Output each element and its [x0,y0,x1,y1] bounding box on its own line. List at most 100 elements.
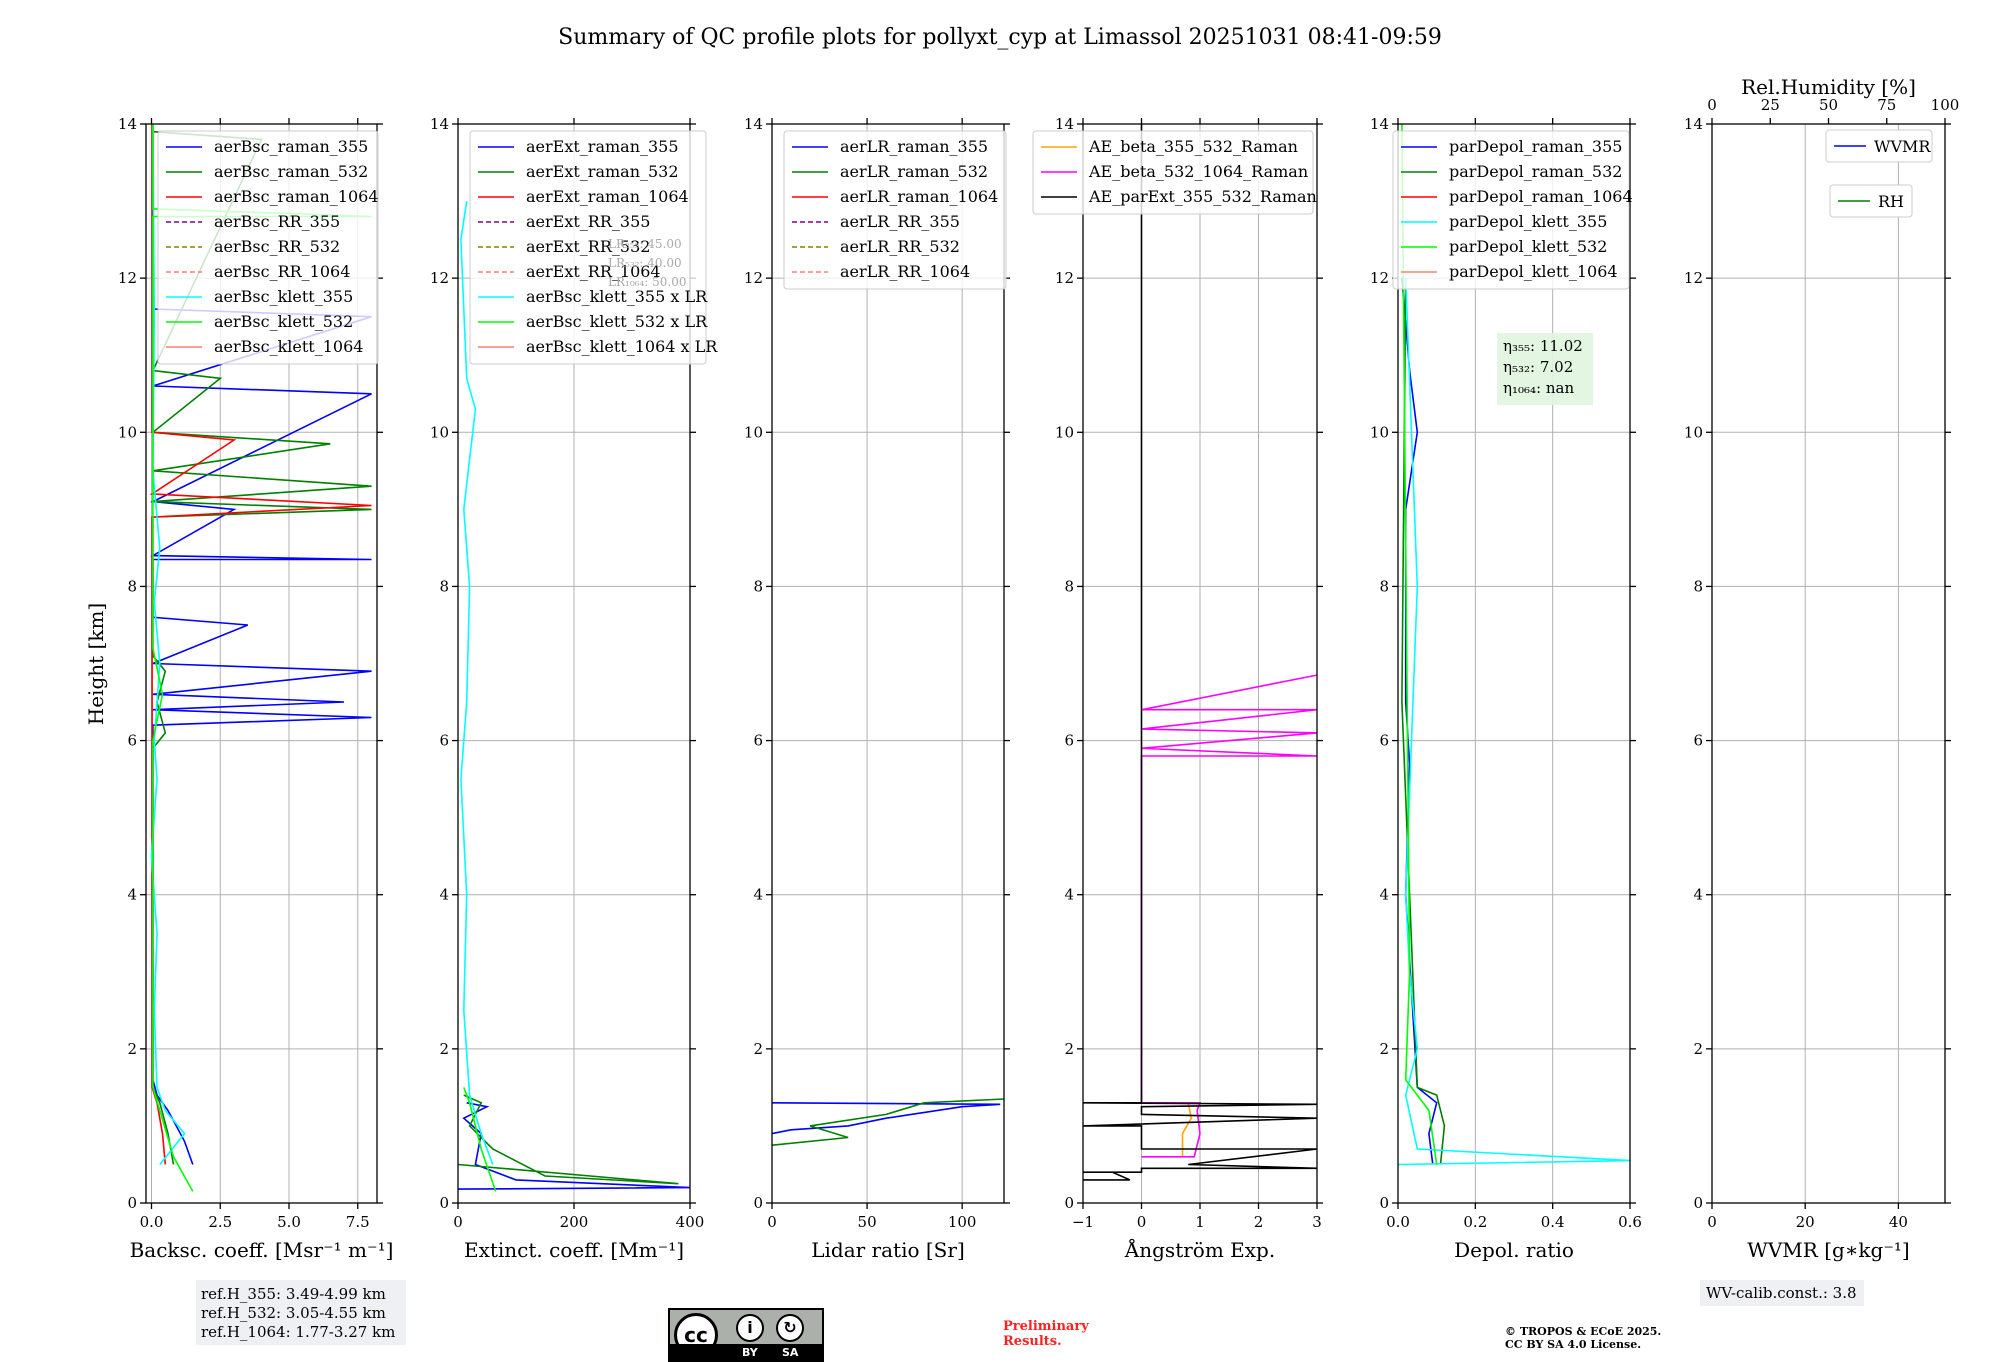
x-tick-label: −1 [1072,1213,1094,1231]
y-tick-label: 12 [1055,269,1074,287]
y-tick-label: 8 [753,577,763,595]
axes-frame [771,123,1005,1204]
y-tick-label: 4 [439,886,449,904]
sa-label: SA [782,1346,799,1359]
cc-by-sa-badge: cc i ↻ BY SA [668,1308,824,1362]
lr-note: LR₃₅₅: 45.00 [608,237,682,251]
y-tick-label: 0 [1064,1194,1074,1212]
legend-label: parDepol_klett_532 [1449,237,1607,256]
legend-label: parDepol_klett_355 [1449,212,1607,231]
series-aerBsc_klett_355 [150,124,186,1165]
legend-label: aerBsc_klett_1064 [214,337,363,356]
x-tick-label: 50 [858,1213,877,1231]
wv-calib-box: WV-calib.const.: 3.8 [1700,1280,1864,1306]
y-tick-label: 12 [430,269,449,287]
y-tick-label: 2 [1379,1040,1389,1058]
y-tick-label: 0 [1693,1194,1703,1212]
x-tick-label: 1 [1195,1213,1205,1231]
panel-2: 0 2 4 6 8 10 12 14 0 200 400 Extinct. coeff. [Mm⁻¹]… [430,115,718,1262]
y-tick-label: 4 [127,886,137,904]
y-tick-label: 0 [127,1194,137,1212]
x-tick-label: 0.6 [1618,1213,1642,1231]
y-tick-label: 10 [744,423,763,441]
y-tick-label: 12 [1684,269,1703,287]
y-tick-label: 2 [1064,1040,1074,1058]
x-tick-label: 0.0 [1386,1213,1410,1231]
y-tick-label: 14 [430,115,449,133]
copyright-line-2: CC BY SA 4.0 License. [1505,1338,1641,1351]
x-tick-label: 0 [1137,1213,1147,1231]
series-aerLR_raman_355 [772,1102,1001,1135]
legend-label: aerExt_RR_532 [526,237,650,256]
x-tick-label: 0.2 [1463,1213,1487,1231]
copyright-line-1: © TROPOS & ECoE 2025. [1505,1325,1661,1338]
y-tick-label: 4 [753,886,763,904]
legend-label: parDepol_klett_1064 [1449,262,1618,281]
legend-label: parDepol_raman_1064 [1449,187,1633,206]
y-tick-label: 14 [1370,115,1389,133]
legend-box [157,130,379,365]
legend-label: AE_parExt_355_532_Raman [1088,187,1317,206]
legend-box [783,130,1007,290]
y-tick-label: 14 [1684,115,1703,133]
x-tick-label: 2 [1254,1213,1264,1231]
legend-label: aerLR_RR_532 [840,237,960,256]
y-tick-label: 8 [127,577,137,595]
legend-label: aerExt_raman_532 [526,162,679,181]
ref-height-355: ref.H_355: 3.49-4.99 km [201,1285,386,1303]
legend-label: aerLR_RR_355 [840,212,960,231]
figure-title: Summary of QC profile plots for pollyxt_… [558,25,1442,50]
y-tick-label: 6 [753,732,763,750]
legend-label: aerBsc_raman_1064 [214,187,379,206]
x-tick-label: 5.0 [277,1213,301,1231]
axes-frame [1397,123,1631,1204]
legend-label: aerExt_RR_1064 [526,262,661,281]
axes-frame [145,123,378,1204]
legend-label: aerBsc_raman_532 [214,162,368,181]
y-tick-label: 6 [127,732,137,750]
y-tick-label: 10 [1684,423,1703,441]
x-tick-label: 0.0 [140,1213,164,1231]
lr-note: LR₁₀₆₄: 50.00 [608,275,686,289]
y-tick-label: 4 [1693,886,1703,904]
panel-1: 0 2 4 6 8 10 12 14 0.0 2.5 5.0 7.5 Backsc. coeff. [M… [118,115,393,1262]
legend-label: AE_beta_532_1064_Raman [1088,162,1308,181]
y-tick-label: 8 [1693,577,1703,595]
legend-label: parDepol_raman_355 [1449,137,1622,156]
series-aerBsc_klett_532 x LR [463,1087,497,1192]
x-tick-label: 7.5 [346,1213,370,1231]
x-axis-label: Depol. ratio [1454,1238,1574,1262]
y-tick-label: 0 [439,1194,449,1212]
share-alike-icon: ↻ [776,1314,804,1342]
series-parDepol_klett_532 [1401,124,1438,1165]
ref-heights-bg [196,1280,406,1345]
legend-box [469,130,707,365]
legend-box-WVMR [1825,129,1933,163]
ref-heights-box: ref.H_355: 3.49-4.99 km ref.H_532: 3.05-… [196,1280,406,1345]
legend-box [1392,130,1630,290]
series-aerBsc_klett_355 x LR [460,200,494,1165]
y-tick-label: 6 [1064,732,1074,750]
legend-box-RH [1829,184,1913,218]
y-tick-label: 8 [439,577,449,595]
y-tick-label: 4 [1064,886,1074,904]
x-tick-label: 0 [1707,1213,1717,1231]
legend-label: WVMR [1874,137,1931,156]
y-tick-label: 4 [1379,886,1389,904]
y-axis-label: Height [km] [84,603,108,725]
y-tick-label: 6 [439,732,449,750]
series-AE_beta_532_1064_Raman [1140,674,1317,1158]
y-tick-label: 14 [118,115,137,133]
panel-5: 0 2 4 6 8 10 12 14 0.0 0.2 0.4 0.6 Depol. ratio parDe… [1370,115,1642,1262]
legend-label: parDepol_raman_532 [1449,162,1622,181]
preliminary-line-1: Preliminary [1003,1319,1089,1334]
y-tick-label: 10 [1055,423,1074,441]
preliminary-line-2: Results. [1003,1334,1062,1349]
y-tick-label: 2 [439,1040,449,1058]
series-aerExt_raman_355 [458,1102,690,1190]
legend-label: RH [1878,192,1904,211]
legend-label: aerLR_raman_532 [840,162,988,181]
